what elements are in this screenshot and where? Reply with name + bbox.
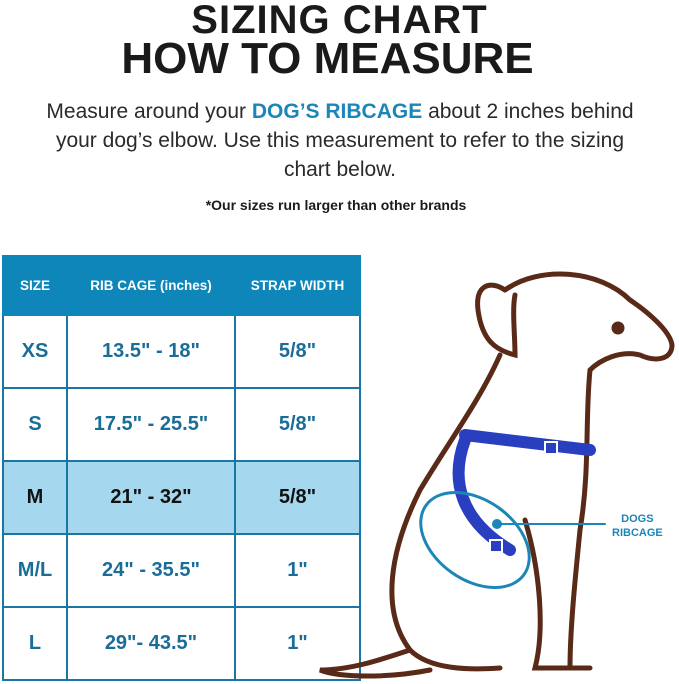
size-note: *Our sizes run larger than other brands: [205, 197, 467, 213]
table-row: M/L 24" - 35.5" 1": [2, 533, 361, 608]
dog-eye: [611, 321, 625, 335]
ribcage-callout-label: DOGS RIBCAGE: [612, 512, 663, 540]
intro-highlight: DOG’S RIBCAGE: [251, 100, 423, 123]
table-row: S 17.5" - 25.5" 5/8": [2, 387, 361, 462]
header-rib-cage: RIB CAGE (inches): [66, 255, 236, 316]
cell-rib-cage: 17.5" - 25.5": [66, 387, 236, 462]
cell-size: L: [2, 606, 68, 681]
cell-strap-width: 1": [234, 533, 361, 608]
dog-leg-outline: [522, 517, 593, 671]
cell-size: M: [2, 460, 68, 535]
dog-tail-outline: [319, 647, 433, 679]
cell-size: S: [2, 387, 68, 462]
sizing-table: SIZE RIB CAGE (inches) STRAP WIDTH XS 13.…: [2, 255, 361, 681]
callout-line1: DOGS: [621, 513, 654, 525]
callout-dot: [492, 519, 502, 529]
header-strap-width: STRAP WIDTH: [234, 255, 361, 316]
dog-ear-icon: [475, 282, 518, 359]
header-size: SIZE: [2, 255, 68, 316]
ribcage-measure-ring: [419, 490, 531, 590]
cell-rib-cage: 13.5" - 18": [66, 314, 236, 389]
intro-text-rest: about 2 inches behind your dog’s elbow. …: [55, 100, 634, 181]
cell-strap-width: 5/8": [234, 387, 361, 462]
table-row: L 29"- 43.5" 1": [2, 606, 361, 681]
cell-strap-width: 5/8": [234, 460, 361, 535]
cell-strap-width: 5/8": [234, 314, 361, 389]
cell-rib-cage: 29"- 43.5": [66, 606, 236, 681]
dog-chest-outline: [567, 367, 593, 671]
table-header: SIZE RIB CAGE (inches) STRAP WIDTH: [2, 255, 361, 316]
callout-line2: RIBCAGE: [612, 527, 663, 539]
cell-rib-cage: 24" - 35.5": [66, 533, 236, 608]
table-row-highlighted: M 21" - 32" 5/8": [2, 460, 361, 535]
harness-icon: [452, 429, 596, 556]
dog-head-outline: [502, 271, 675, 373]
dog-back-outline: [389, 352, 503, 672]
title-sizing-chart: SIZING CHART: [191, 0, 488, 42]
intro-text: Measure around your: [46, 100, 252, 123]
cell-rib-cage: 21" - 32": [66, 460, 236, 535]
cell-size: XS: [2, 314, 68, 389]
title-how-to-measure: HOW TO MEASURE: [121, 34, 534, 83]
cell-size: M/L: [2, 533, 68, 608]
table-row: XS 13.5" - 18" 5/8": [2, 314, 361, 389]
instructions: Measure around your DOG’S RIBCAGE about …: [40, 97, 640, 184]
dog-illustration: [319, 271, 675, 679]
cell-strap-width: 1": [234, 606, 361, 681]
